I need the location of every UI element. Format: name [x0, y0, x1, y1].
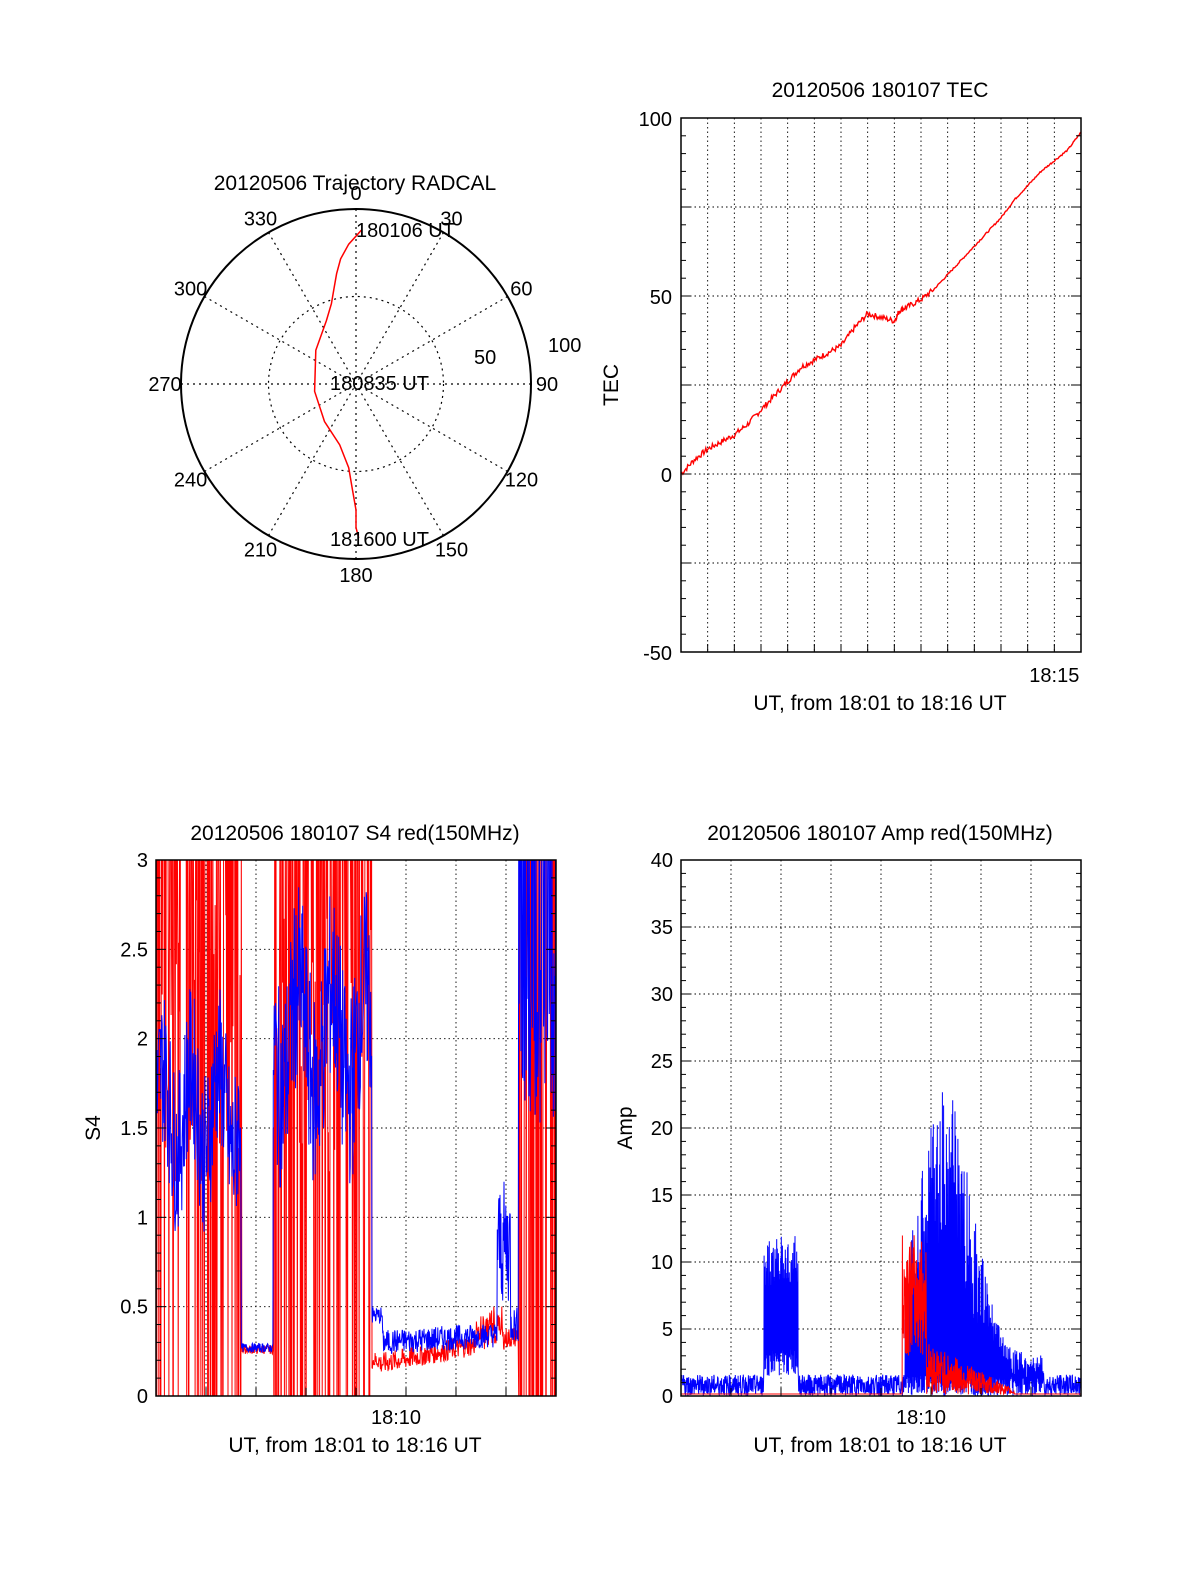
polar-angle-label-270: 270 — [148, 374, 181, 396]
amp-chart: 20120506 180107 Amp red(150MHz) 0 5 10 15 20… — [614, 822, 1082, 1457]
polar-grid — [181, 209, 531, 559]
s4-xtick-1810: 18:10 — [371, 1407, 421, 1429]
amp-ytick-label: 20 — [651, 1118, 673, 1140]
polar-angle-label-180: 180 — [339, 565, 372, 587]
polar-angle-label-150: 150 — [435, 539, 468, 561]
amp-xtick-1810: 18:10 — [896, 1407, 946, 1429]
tec-xtick-1815: 18:15 — [1029, 665, 1079, 687]
polar-angle-label-210: 210 — [244, 539, 277, 561]
amp-xlabel: UT, from 18:01 to 18:16 UT — [753, 1434, 1006, 1457]
amp-ytick-label: 25 — [651, 1051, 673, 1073]
polar-angle-label-30: 30 — [440, 209, 462, 231]
polar-angle-label-300: 300 — [174, 279, 207, 301]
tec-grid — [681, 118, 1081, 652]
s4-ytick-label: 2 — [137, 1029, 148, 1051]
s4-title: 20120506 180107 S4 red(150MHz) — [190, 822, 519, 845]
amp-ylabel: Amp — [614, 1106, 637, 1149]
polar-spoke-150 — [267, 232, 445, 536]
tec-ylabel: TEC — [600, 364, 623, 406]
polar-trajectory-line — [313, 229, 362, 539]
tec-ytick-minus50: -50 — [643, 643, 672, 665]
polar-grid-circle-50 — [267, 295, 445, 473]
amp-ytick-label: 0 — [662, 1386, 673, 1408]
s4-ylabel: S4 — [82, 1115, 105, 1141]
polar-angle-labels: 0 30 60 90 120 150 180 210 240 270 300 330 — [148, 183, 558, 587]
polar-radius-label-100: 100 — [548, 335, 581, 357]
polar-angle-label-60: 60 — [510, 279, 532, 301]
polar-angle-label-90: 90 — [536, 374, 558, 396]
s4-ytick-label: 1.5 — [120, 1118, 148, 1140]
polar-radius-label-50: 50 — [474, 347, 496, 369]
tec-ytick-0: 0 — [661, 465, 672, 487]
tec-chart: 20120506 180107 TEC 100 50 0 -50 18:15 U… — [600, 79, 1082, 715]
s4-red-series — [156, 860, 556, 1396]
polar-trajectory-chart: 20120506 Trajectory RADCAL 0 30 60 90 120 150… — [148, 172, 581, 587]
tec-ticks — [681, 135, 1081, 652]
amp-ytick-label: 30 — [651, 984, 673, 1006]
amp-ytick-labels: 0 5 10 15 20 25 30 35 40 — [651, 850, 673, 1408]
polar-outer-circle — [180, 208, 532, 560]
polar-title: 20120506 Trajectory RADCAL — [214, 172, 497, 195]
amp-ytick-label: 40 — [651, 850, 673, 872]
s4-ticks — [156, 877, 556, 1396]
s4-blue-series — [156, 860, 556, 1354]
s4-ytick-label: 0 — [137, 1386, 148, 1408]
amp-ytick-label: 5 — [662, 1319, 673, 1341]
polar-annotation-start: 180106 UT — [356, 220, 455, 242]
s4-xlabel: UT, from 18:01 to 18:16 UT — [228, 1434, 481, 1457]
s4-chart: 20120506 180107 S4 red(150MHz) 0 0.5 1 1.5 2… — [82, 822, 557, 1457]
tec-title: 20120506 180107 TEC — [772, 79, 989, 102]
tec-ytick-100: 100 — [639, 109, 672, 131]
polar-annotation-mid: 180835 UT — [330, 373, 429, 395]
polar-angle-label-240: 240 — [174, 470, 207, 492]
s4-ytick-label: 3 — [137, 850, 148, 872]
polar-angle-label-0: 0 — [350, 183, 361, 205]
tec-ytick-50: 50 — [650, 287, 672, 309]
polar-angle-label-330: 330 — [244, 209, 277, 231]
polar-angle-label-120: 120 — [505, 470, 538, 492]
s4-ytick-label: 2.5 — [120, 939, 148, 961]
amp-ytick-label: 15 — [651, 1185, 673, 1207]
amp-ytick-label: 10 — [651, 1252, 673, 1274]
s4-ytick-labels: 0 0.5 1 1.5 2 2.5 3 — [120, 850, 148, 1408]
amp-ticks — [681, 872, 1081, 1396]
s4-ytick-label: 0.5 — [120, 1297, 148, 1319]
amp-blue-series — [681, 1092, 1081, 1396]
polar-annotation-end: 181600 UT — [330, 529, 429, 551]
tec-xlabel: UT, from 18:01 to 18:16 UT — [753, 692, 1006, 715]
amp-title: 20120506 180107 Amp red(150MHz) — [707, 822, 1053, 845]
s4-ytick-label: 1 — [137, 1207, 148, 1229]
amp-ytick-label: 35 — [651, 917, 673, 939]
tec-series-line — [680, 131, 1082, 476]
